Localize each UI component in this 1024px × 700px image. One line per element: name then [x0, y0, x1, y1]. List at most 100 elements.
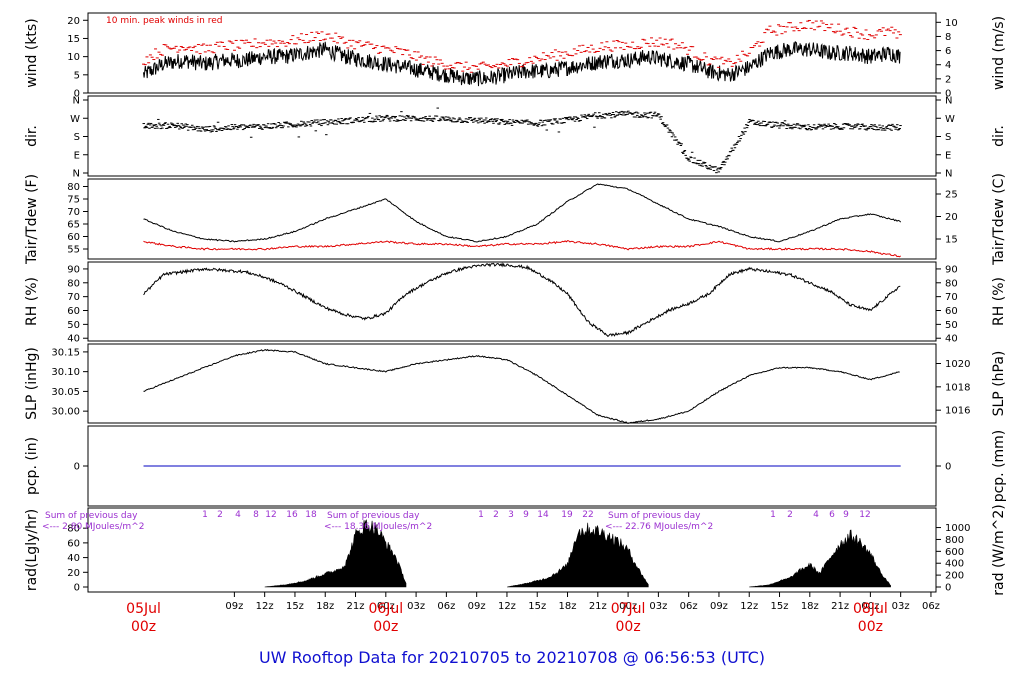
ylabel-right-temp: Tair/Tdew (C) — [991, 173, 1007, 266]
ytick-label-left: 60 — [67, 538, 80, 549]
panel-frame-dir — [87, 95, 937, 177]
ytick-label-left: W — [70, 114, 80, 125]
sum-label-value: <--- 22.76 MJoules/m^2 — [605, 522, 713, 532]
panel-frame-rad — [87, 507, 937, 593]
cloud-hour-label: 8 — [253, 510, 259, 520]
xtick-label: 18z — [559, 601, 577, 612]
ytick-label-left: 30.10 — [51, 367, 80, 378]
xtick-label: 21z — [347, 601, 365, 612]
xtick-label: 09z — [225, 601, 243, 612]
sum-label-value: <--- 2.80 MJoules/m^2 — [42, 522, 144, 532]
ytick-label-left: 20 — [67, 16, 80, 27]
ytick-label-right: 1016 — [945, 406, 970, 417]
ylabel-left-rh: RH (%) — [24, 277, 40, 326]
ytick-label-left: 30.05 — [51, 387, 80, 398]
ytick-label-right: 0 — [945, 462, 951, 473]
ytick-label-left: 50 — [67, 320, 80, 331]
date-label-day: 05Jul — [126, 601, 161, 617]
ytick-label-right: 20 — [945, 212, 958, 223]
ytick-label-right: 1020 — [945, 359, 970, 370]
xtick-label: 12z — [498, 601, 516, 612]
ylabel-right-rh: RH (%) — [991, 277, 1007, 326]
ytick-label-left: 80 — [67, 278, 80, 289]
tair-line — [143, 183, 902, 243]
ytick-label-left: 0 — [74, 583, 80, 594]
ytick-label-right: 25 — [945, 190, 958, 201]
xtick-label: 00z — [861, 601, 879, 612]
xtick-label: 06z — [922, 601, 940, 612]
cloud-hour-label: 9 — [843, 510, 849, 520]
date-label-hour: 00z — [858, 619, 883, 635]
ytick-label-left: N — [73, 169, 80, 180]
ytick-label-left: 60 — [67, 306, 80, 317]
ytick-label-left: 70 — [67, 292, 80, 303]
xtick-label: 21z — [831, 601, 849, 612]
ylabel-left-wind: wind (kts) — [24, 18, 40, 87]
xtick-label: 12z — [740, 601, 758, 612]
ytick-label-left: 30.15 — [51, 347, 80, 358]
ylabel-right-pcp: pcp. (mm) — [991, 430, 1007, 503]
ylabel-left-temp: Tair/Tdew (F) — [24, 174, 40, 265]
ytick-label-right: 90 — [945, 264, 958, 275]
cloud-hour-label: 12 — [859, 510, 870, 520]
xtick-label: 03z — [649, 601, 667, 612]
cloud-hour-label: 4 — [813, 510, 819, 520]
meteogram: wind (kts) wind (m/s) dir. dir. Tair/Tdew (F… — [24, 12, 1007, 635]
xtick-label: 09z — [468, 601, 486, 612]
ytick-label-right: 60 — [945, 306, 958, 317]
ytick-label-right: N — [945, 169, 952, 180]
ytick-label-right: W — [945, 114, 955, 125]
rad-area-day-1 — [264, 519, 407, 588]
ytick-label-left: 70 — [67, 207, 80, 218]
ylabel-left-rad: rad(Lgly/hr) — [24, 509, 40, 591]
cloud-hour-label: 18 — [305, 510, 317, 520]
tdew-line — [143, 240, 901, 258]
cloud-hour-label: 2 — [493, 510, 499, 520]
sum-label-value: <--- 18.36 MJoules/m^2 — [324, 522, 432, 532]
rh-line — [143, 262, 901, 338]
date-label-day: 06Jul — [368, 601, 403, 617]
ytick-label-left: 80 — [67, 524, 80, 535]
xtick-label: 21z — [589, 601, 607, 612]
peak-wind-note: 10 min. peak winds in red — [106, 16, 223, 26]
ytick-label-right: 0 — [945, 89, 951, 100]
sum-label-title: Sum of previous day — [608, 511, 701, 521]
cloud-hour-label: 14 — [537, 510, 549, 520]
cloud-hour-label: 19 — [561, 510, 573, 520]
xtick-label: 03z — [407, 601, 425, 612]
ytick-label-right: 0 — [945, 583, 951, 594]
ytick-label-left: 5 — [74, 70, 80, 81]
xtick-label: 15z — [286, 601, 304, 612]
ytick-label-left: 90 — [67, 264, 80, 275]
ytick-label-left: 40 — [67, 553, 80, 564]
ytick-label-left: 65 — [67, 220, 80, 231]
ytick-label-right: S — [945, 132, 951, 143]
ytick-label-left: E — [74, 150, 80, 161]
ytick-label-left: 40 — [67, 334, 80, 345]
cloud-hour-label: 6 — [829, 510, 835, 520]
ytick-label-right: E — [945, 150, 951, 161]
cloud-hour-label: 12 — [265, 510, 276, 520]
cloud-hour-label: 9 — [523, 510, 529, 520]
xtick-label: 00z — [377, 601, 395, 612]
cloud-hour-label: 1 — [770, 510, 776, 520]
cloud-hour-label: 22 — [582, 510, 593, 520]
panel-frame-wind — [87, 12, 937, 94]
ytick-label-left: 80 — [67, 182, 80, 193]
ytick-label-right: 800 — [945, 535, 964, 546]
cloud-hour-label: 16 — [286, 510, 298, 520]
date-label-day: 07Jul — [611, 601, 646, 617]
ytick-label-right: 1018 — [945, 382, 970, 393]
ytick-label-right: N — [945, 96, 952, 107]
ylabel-left-dir: dir. — [24, 125, 40, 147]
panel-frame-temp — [87, 178, 937, 260]
date-label-day: 08Jul — [853, 601, 888, 617]
cloud-hour-label: 1 — [478, 510, 484, 520]
ytick-label-left: 60 — [67, 232, 80, 243]
ytick-label-right: 200 — [945, 571, 964, 582]
ytick-label-left: 0 — [74, 462, 80, 473]
cloud-hour-label: 3 — [508, 510, 514, 520]
ytick-label-left: 75 — [67, 195, 80, 206]
ytick-label-right: 15 — [945, 235, 958, 246]
ytick-label-right: 8 — [945, 32, 951, 43]
